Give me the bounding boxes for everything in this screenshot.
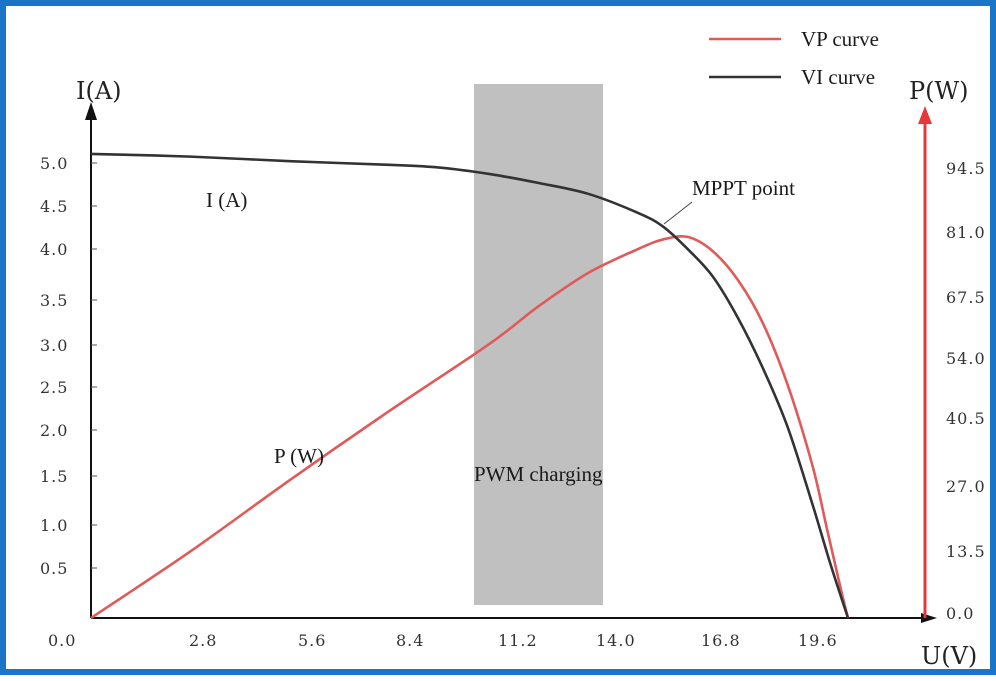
y-left-tick-label: 4.5 [40,197,68,216]
y-left-axis-arrow [85,102,97,120]
mppt-point-annotation: MPPT point [692,176,795,200]
y-right-axis-title: P(W) [909,77,969,105]
y-left-tick-label: 2.5 [40,378,68,397]
vi-curve-line [90,152,850,619]
y-right-axis-arrow [918,106,932,124]
mppt-point-leader [663,201,693,225]
x-tick-label: 0.0 [48,631,76,650]
pwm-charging-label: PWM charging [474,462,603,486]
pwm-charging-region [474,84,603,605]
y-right-tick-label: 13.5 [946,542,986,561]
y-right-tick-label: 81.0 [946,223,986,242]
p-w-annotation: P (W) [274,444,324,468]
y-left-tick-label: 0.5 [40,559,68,578]
y-left-axis-title: I(A) [76,77,122,105]
y-left-tick-label: 2.0 [40,421,68,440]
y-left-tick-label: 5.0 [40,154,68,173]
y-left-tick-label: 4.0 [40,240,68,259]
y-left-tick-label: 1.0 [40,516,68,535]
y-right-tick-label: 40.5 [946,409,986,428]
y-right-tick-label: 94.5 [946,159,986,178]
legend-label: VP curve [801,27,879,51]
y-right-tick-label: 54.0 [946,349,986,368]
y-right-tick-label: 0.0 [946,604,974,623]
x-tick-label: 8.4 [396,631,424,650]
x-tick-label: 19.6 [798,631,838,650]
x-axis-title: U(V) [921,642,977,670]
y-left-tick-label: 3.0 [40,336,68,355]
x-tick-label: 16.8 [701,631,741,650]
y-left-tick-label: 3.5 [40,291,68,310]
i-a-annotation: I (A) [206,188,247,212]
pv-characteristic-chart: I(A) P(W) U(V) 0.5 1.0 1.5 2.0 2.5 3.0 3.5 4.0 4.5… [40,27,986,670]
y-right-tick-label: 67.5 [946,288,986,307]
x-tick-label: 11.2 [498,631,538,650]
x-axis-arrow [921,613,937,623]
x-tick-label: 14.0 [596,631,636,650]
y-left-tick-label: 1.5 [40,467,68,486]
vp-curve-line [90,235,850,620]
y-right-tick-label: 27.0 [946,477,986,496]
x-tick-label: 5.6 [298,631,326,650]
x-tick-label: 2.8 [189,631,217,650]
legend-label: VI curve [801,65,875,89]
